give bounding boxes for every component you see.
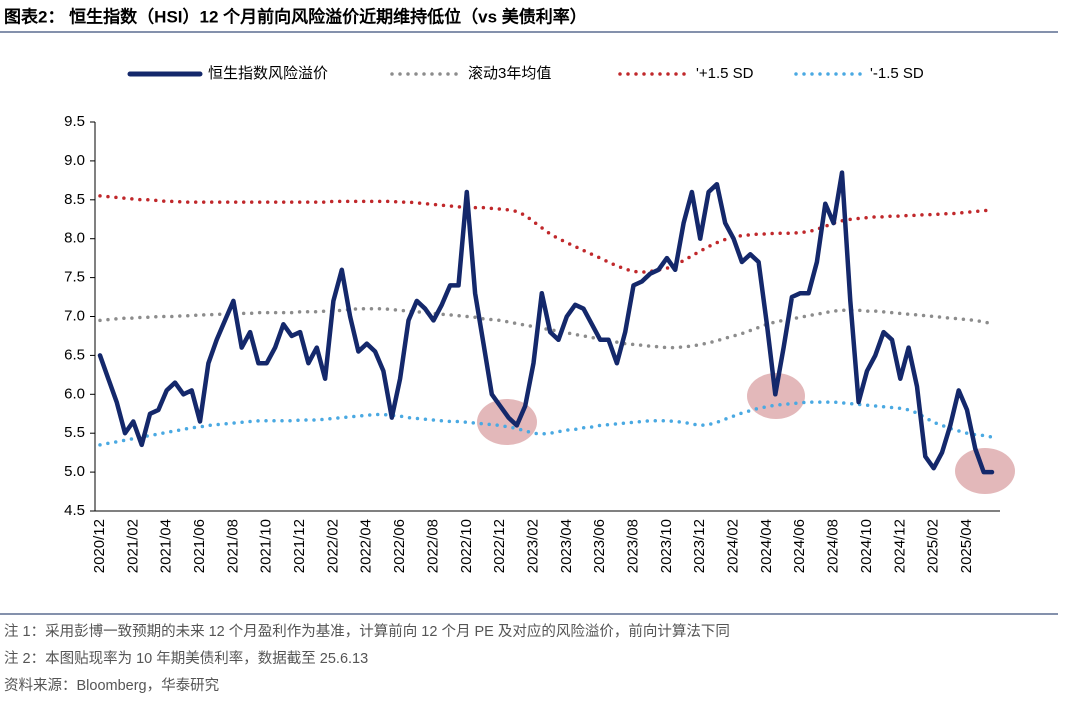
y-tick-label: 5.0: [64, 463, 85, 480]
series-line: [98, 194, 994, 274]
y-tick-label: 8.5: [64, 191, 85, 208]
x-tick-label: 2021/04: [158, 519, 175, 573]
x-tick-label: 2024/10: [858, 519, 875, 573]
series-line: [98, 306, 994, 350]
x-tick-label: 2022/08: [424, 519, 441, 573]
x-tick-label: 2024/04: [758, 519, 775, 573]
highlight-circle: [477, 399, 537, 445]
x-tick-label: 2022/10: [458, 519, 475, 573]
chart-title: 图表2： 恒生指数（HSI）12 个月前向风险溢价近期维持低位（vs 美债利率）: [4, 6, 587, 26]
x-tick-label: 2025/04: [958, 519, 975, 573]
x-tick-label: 2023/02: [524, 519, 541, 573]
x-tick-label: 2022/12: [491, 519, 508, 573]
y-tick-label: 4.5: [64, 502, 85, 519]
x-tick-label: 2023/12: [691, 519, 708, 573]
x-tick-label: 2022/02: [324, 519, 341, 573]
series-line: [97, 170, 995, 475]
legend-label: 滚动3年均值: [468, 65, 551, 82]
x-tick-label: 2022/06: [391, 519, 408, 573]
legend-label: '+1.5 SD: [696, 65, 754, 82]
y-tick-label: 9.0: [64, 152, 85, 169]
y-tick-label: 6.5: [64, 346, 85, 363]
x-tick-label: 2024/12: [891, 519, 908, 573]
x-tick-label: 2021/02: [124, 519, 141, 573]
source: 资料来源：Bloomberg，华泰研究: [4, 677, 219, 694]
y-tick-label: 9.5: [64, 113, 85, 130]
x-tick-label: 2021/10: [258, 519, 275, 573]
y-tick-label: 7.0: [64, 307, 85, 324]
y-tick-label: 5.5: [64, 424, 85, 441]
series-line: [98, 400, 994, 447]
y-tick-label: 7.5: [64, 269, 85, 286]
x-tick-label: 2024/08: [825, 519, 842, 573]
x-tick-label: 2024/02: [725, 519, 742, 573]
legend-label: '-1.5 SD: [870, 65, 924, 82]
x-tick-label: 2025/02: [925, 519, 942, 573]
note: 注 1：采用彭博一致预期的未来 12 个月盈利作为基准，计算前向 12 个月 P…: [4, 622, 730, 640]
y-tick-label: 8.0: [64, 230, 85, 247]
x-tick-label: 2021/06: [191, 519, 208, 573]
x-tick-label: 2023/04: [558, 519, 575, 573]
x-tick-label: 2022/04: [358, 519, 375, 573]
x-tick-label: 2021/08: [224, 519, 241, 573]
note: 注 2：本图贴现率为 10 年期美债利率，数据截至 25.6.13: [4, 650, 368, 667]
x-tick-label: 2023/08: [625, 519, 642, 573]
y-tick-label: 6.0: [64, 385, 85, 402]
x-tick-label: 2023/10: [658, 519, 675, 573]
x-tick-label: 2021/12: [291, 519, 308, 573]
x-tick-label: 2023/06: [591, 519, 608, 573]
x-tick-label: 2020/12: [91, 519, 108, 573]
legend-label: 恒生指数风险溢价: [208, 65, 328, 82]
x-tick-label: 2024/06: [791, 519, 808, 573]
